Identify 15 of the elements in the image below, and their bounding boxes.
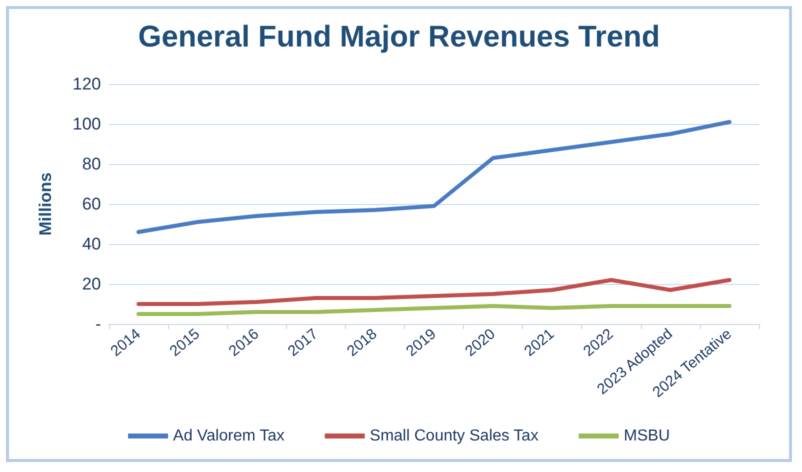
legend-label: Small County Sales Tax bbox=[370, 428, 538, 444]
y-tick-label: 20 bbox=[82, 274, 101, 294]
line-series bbox=[136, 304, 732, 316]
legend-label: MSBU bbox=[624, 428, 670, 444]
y-tick-label: 60 bbox=[82, 194, 101, 214]
y-tick-label: 40 bbox=[82, 234, 101, 254]
line-series bbox=[136, 278, 732, 306]
y-axis-title: Millions bbox=[36, 172, 55, 236]
line-series bbox=[136, 120, 732, 234]
legend-label: Ad Valorem Tax bbox=[173, 428, 284, 444]
y-tick-label: 100 bbox=[72, 114, 101, 134]
y-tick-label: - bbox=[95, 314, 101, 334]
y-tick-label: 120 bbox=[72, 74, 101, 94]
chart-title: General Fund Major Revenues Trend bbox=[138, 20, 660, 54]
y-tick-label: 80 bbox=[82, 154, 101, 174]
